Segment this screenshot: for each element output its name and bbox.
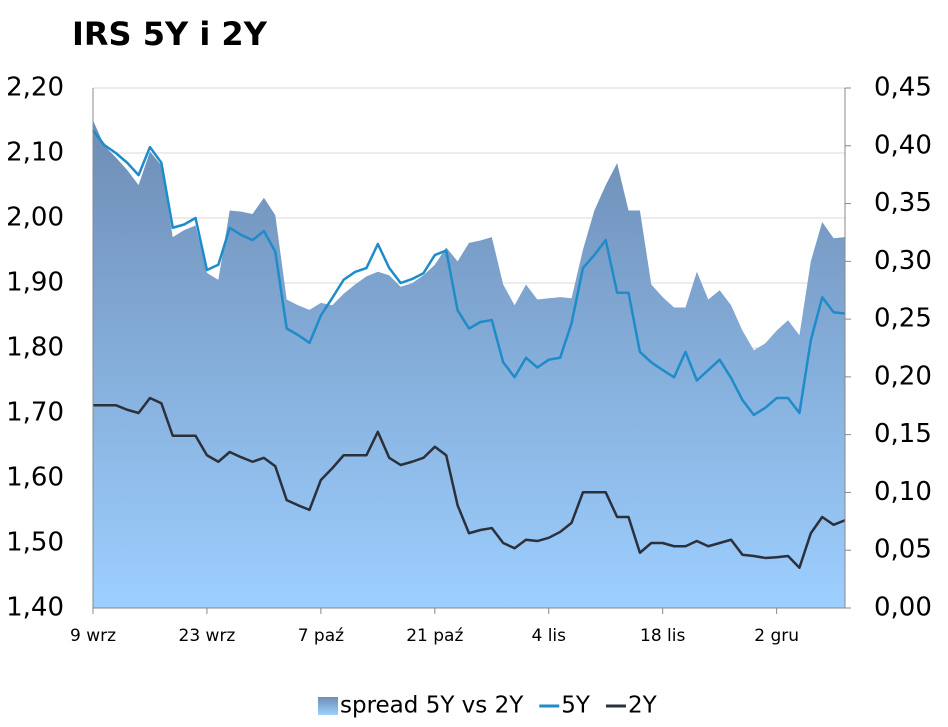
x-tick-label: 2 gru <box>754 626 799 646</box>
y2-tick-label: 0,30 <box>874 246 932 276</box>
y2-tick-label: 0,15 <box>874 419 932 449</box>
y-tick-label: 1,60 <box>6 463 64 493</box>
x-tick-label: 7 paź <box>298 626 344 646</box>
legend-label: 2Y <box>628 693 658 719</box>
y-tick-label: 2,00 <box>6 203 64 233</box>
y-tick-label: 2,10 <box>6 138 64 168</box>
y2-tick-label: 0,00 <box>874 593 932 623</box>
y-tick-label: 2,20 <box>6 73 64 103</box>
area <box>93 120 845 608</box>
y2-tick-label: 0,20 <box>874 361 932 391</box>
y2-tick-label: 0,35 <box>874 188 932 218</box>
x-tick-label: 4 lis <box>531 626 566 646</box>
chart-title: IRS 5Y i 2Y <box>72 15 268 53</box>
legend-swatch <box>318 697 338 715</box>
y-tick-label: 1,80 <box>6 333 64 363</box>
x-tick-label: 21 paź <box>406 626 463 646</box>
x-tick-label: 23 wrz <box>179 626 236 646</box>
y-tick-label: 1,90 <box>6 268 64 298</box>
y2-tick-label: 0,40 <box>874 130 932 160</box>
y2-tick-label: 0,45 <box>874 73 932 103</box>
y2-tick-label: 0,05 <box>874 535 932 565</box>
legend-label: spread 5Y vs 2Y <box>340 693 524 719</box>
legend-label: 5Y <box>561 693 591 719</box>
x-tick-label: 9 wrz <box>70 626 116 646</box>
y2-tick-label: 0,25 <box>874 304 932 334</box>
y-tick-label: 1,70 <box>6 398 64 428</box>
y-tick-label: 1,40 <box>6 593 64 623</box>
x-tick-label: 18 lis <box>640 626 685 646</box>
line <box>92 129 846 417</box>
line <box>93 396 846 569</box>
y2-tick-label: 0,10 <box>874 477 932 507</box>
y-tick-label: 1,50 <box>6 528 64 558</box>
